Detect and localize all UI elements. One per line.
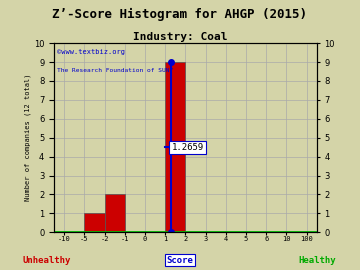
Text: Z’-Score Histogram for AHGP (2015): Z’-Score Histogram for AHGP (2015) xyxy=(53,8,307,21)
Text: Score: Score xyxy=(167,256,193,265)
Text: Healthy: Healthy xyxy=(298,256,336,265)
Text: Unhealthy: Unhealthy xyxy=(23,256,71,265)
Bar xyxy=(84,213,104,232)
Text: 1.2659: 1.2659 xyxy=(172,143,204,152)
Text: The Research Foundation of SUNY: The Research Foundation of SUNY xyxy=(57,68,173,73)
Bar xyxy=(165,62,185,232)
Text: ©www.textbiz.org: ©www.textbiz.org xyxy=(57,49,125,55)
Y-axis label: Number of companies (12 total): Number of companies (12 total) xyxy=(24,74,31,201)
Text: Industry: Coal: Industry: Coal xyxy=(133,32,227,42)
Bar xyxy=(104,194,125,232)
